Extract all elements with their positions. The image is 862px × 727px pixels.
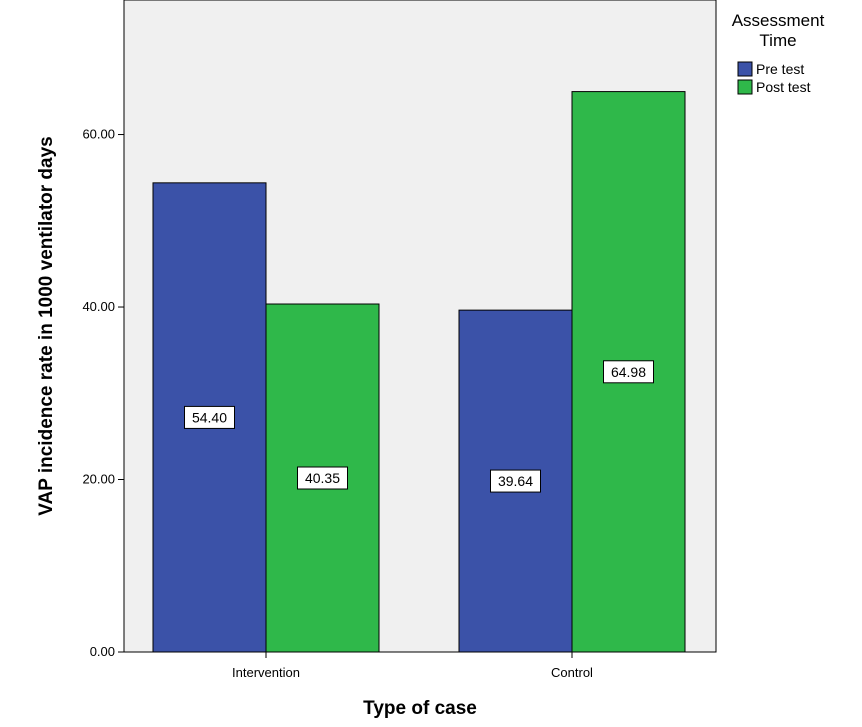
legend-swatch bbox=[737, 61, 753, 77]
data-label-box bbox=[184, 405, 235, 429]
data-label-box bbox=[297, 466, 348, 490]
data-label: 39.64 bbox=[498, 473, 533, 489]
data-labels-layer: 54.40 40.35 39.64 64.98 bbox=[184, 360, 654, 493]
legend-title-line-1: Assessment bbox=[732, 11, 825, 30]
data-label: 54.40 bbox=[192, 409, 227, 425]
y-tick-label: 20.00 bbox=[82, 472, 115, 487]
legend-label: Pre test bbox=[756, 61, 804, 77]
data-label: 64.98 bbox=[611, 364, 646, 380]
y-axis: 0.00 20.00 40.00 60.00 bbox=[82, 0, 125, 659]
legend-swatch bbox=[737, 79, 753, 95]
data-label: 40.35 bbox=[305, 470, 340, 486]
y-tick-label: 40.00 bbox=[82, 299, 115, 314]
legend: Assessment Time Pre test Post test bbox=[732, 11, 825, 95]
legend-title-line-2: Time bbox=[759, 31, 796, 50]
data-label-box bbox=[603, 360, 654, 384]
x-axis: Intervention Control bbox=[124, 651, 716, 680]
y-tick-label: 60.00 bbox=[82, 127, 115, 142]
x-tick-label: Control bbox=[551, 665, 593, 680]
x-axis-title: Type of case bbox=[363, 698, 477, 719]
y-tick-label: 0.00 bbox=[90, 644, 115, 659]
x-tick-label: Intervention bbox=[232, 665, 300, 680]
y-axis-title: VAP incidence rate in 1000 ventilator da… bbox=[36, 136, 57, 515]
data-label-box bbox=[490, 469, 541, 493]
legend-label: Post test bbox=[756, 79, 811, 95]
